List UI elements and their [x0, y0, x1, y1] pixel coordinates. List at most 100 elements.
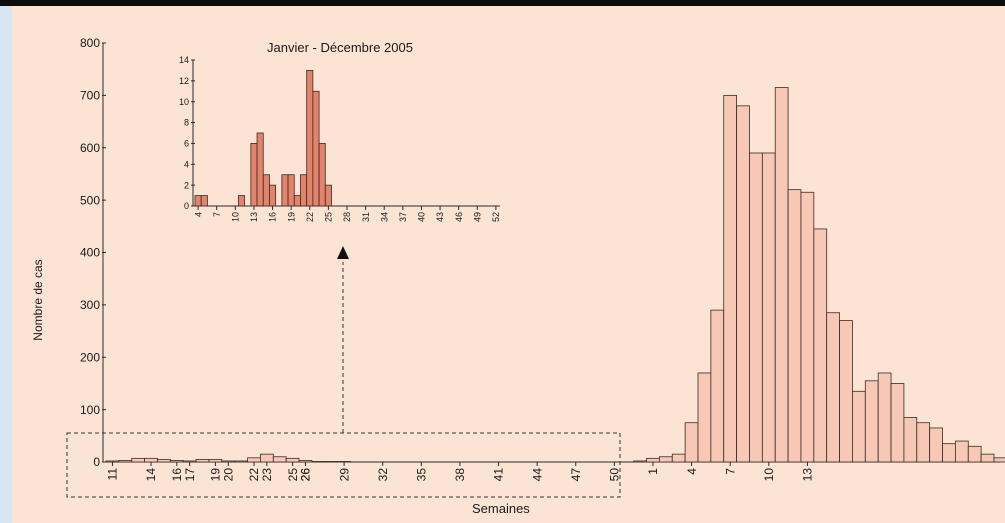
inset-x-tick-label: 4: [193, 212, 203, 217]
main-x-tick-label: 19: [209, 468, 223, 482]
main-bar: [118, 460, 133, 463]
inset-x-tick-label: 13: [249, 212, 259, 222]
main-x-tick-label: 26: [299, 468, 313, 482]
main-x-tick-label: 32: [376, 468, 390, 482]
main-bar: [182, 460, 197, 463]
inset-x-tick-label: 28: [342, 212, 352, 222]
main-y-tick-label: 100: [80, 403, 100, 417]
main-bar: [723, 94, 738, 463]
main-bar: [105, 460, 120, 463]
main-bar: [208, 458, 223, 463]
main-y-tick-label: 700: [80, 89, 100, 103]
main-bar: [864, 380, 879, 463]
inset-chart-title: Janvier - Décembre 2005: [267, 40, 413, 55]
inset-x-tick-label: 16: [268, 212, 278, 222]
main-bar: [131, 457, 146, 463]
main-x-tick-label: 14: [144, 468, 158, 482]
main-bar: [954, 440, 969, 463]
main-x-tick-label: 13: [801, 468, 815, 482]
main-bar: [195, 458, 210, 463]
main-bar: [247, 457, 261, 463]
inset-y-tick-label: 10: [179, 97, 189, 107]
main-bar: [260, 453, 274, 463]
inset-x-tick-label: 7: [212, 212, 222, 217]
main-bar: [890, 383, 905, 463]
main-y-tick-label: 500: [80, 193, 100, 207]
main-x-tick-label: 23: [260, 468, 274, 482]
main-y-tick-label: 0: [93, 455, 100, 469]
inset-x-tick-label: 43: [435, 212, 445, 222]
main-bar: [839, 320, 853, 463]
inset-bar: [256, 132, 264, 207]
inset-y-tick-label: 8: [184, 118, 189, 128]
main-bar: [285, 457, 300, 463]
inset-bar: [269, 184, 277, 207]
inset-bar: [287, 174, 295, 207]
inset-bar: [300, 174, 308, 207]
main-bar: [813, 228, 828, 463]
main-y-tick-label: 400: [80, 246, 100, 260]
main-bar: [697, 372, 712, 463]
main-x-tick-label: 1: [646, 468, 660, 475]
inset-bar: [281, 174, 289, 207]
main-bar: [169, 460, 184, 463]
inset-x-tick-label: 49: [472, 212, 482, 222]
main-bar: [298, 460, 313, 463]
inset-bar: [200, 195, 208, 207]
main-x-tick-label: 17: [183, 468, 197, 482]
inset-y-tick-label: 4: [184, 159, 189, 169]
inset-bar: [318, 143, 326, 207]
main-x-tick-label: 47: [569, 468, 583, 482]
main-x-tick-label: 44: [530, 468, 544, 482]
main-bar: [633, 460, 647, 463]
inset-bar: [194, 195, 202, 207]
inset-bar: [324, 184, 332, 207]
main-y-tick-label: 300: [80, 298, 100, 312]
main-x-tick-label: 25: [286, 468, 300, 482]
main-x-tick-label: 50: [608, 468, 622, 482]
main-y-tick-label: 800: [80, 36, 100, 50]
main-bar: [736, 105, 750, 463]
main-bar: [710, 309, 725, 463]
main-x-tick-label: 7: [723, 468, 737, 475]
main-bar: [967, 445, 982, 463]
main-x-tick-label: 29: [337, 468, 351, 482]
inset-x-tick-label: 25: [324, 212, 334, 222]
main-bar: [852, 390, 866, 463]
main-bar: [903, 417, 918, 463]
main-bar: [337, 461, 351, 463]
inset-bar: [238, 195, 246, 207]
main-bar: [311, 461, 326, 463]
main-bar: [980, 453, 995, 463]
inset-x-tick-label: 10: [230, 212, 240, 222]
inset-x-tick-label: 40: [417, 212, 427, 222]
main-x-tick-label: 16: [170, 468, 184, 482]
inset-y-tick-label: 6: [184, 139, 189, 149]
main-x-tick-label: 10: [762, 468, 776, 482]
inset-x-tick-label: 19: [286, 212, 296, 222]
main-bar: [942, 443, 956, 463]
main-bar: [877, 372, 892, 463]
main-x-axis-title: Semaines: [472, 501, 530, 516]
main-bar: [157, 458, 171, 463]
inset-bar: [306, 70, 314, 207]
main-y-tick-label: 600: [80, 141, 100, 155]
main-bar: [749, 152, 763, 463]
main-bar: [221, 460, 236, 463]
inset-x-tick-label: 46: [454, 212, 464, 222]
top-border-strip: [0, 0, 1005, 6]
inset-bar: [293, 195, 301, 207]
main-bar: [646, 457, 660, 463]
main-bar: [658, 456, 673, 463]
main-x-tick-label: 35: [415, 468, 429, 482]
main-y-axis-title: Nombre de cas: [31, 259, 45, 340]
main-bar: [800, 191, 815, 463]
main-bar: [787, 189, 802, 463]
main-y-tick-label: 200: [80, 350, 100, 364]
main-bar: [929, 427, 943, 463]
inset-bar: [262, 174, 270, 207]
main-x-tick-label: 22: [247, 468, 261, 482]
main-x-tick-label: 11: [106, 468, 120, 481]
